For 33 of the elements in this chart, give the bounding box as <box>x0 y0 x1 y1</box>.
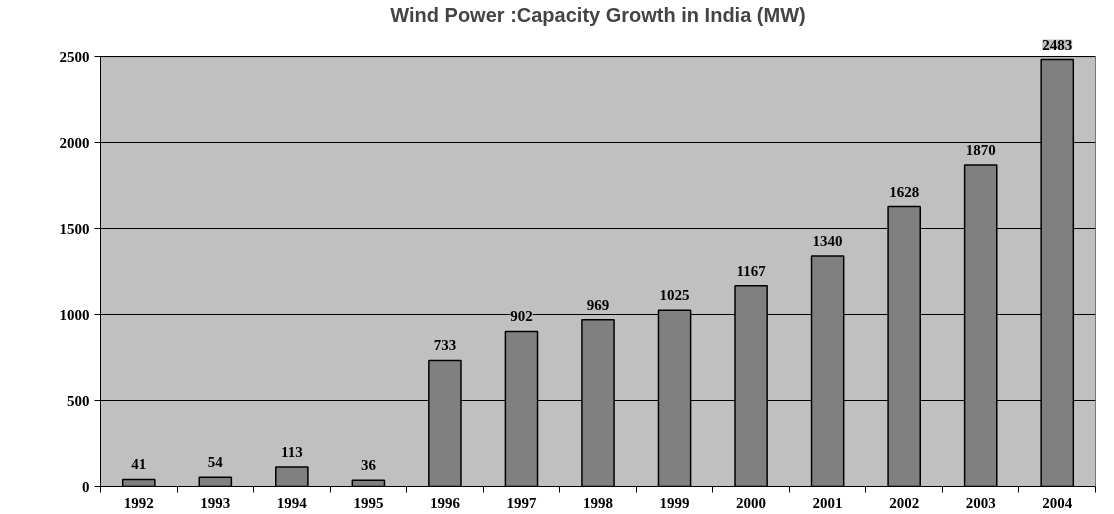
y-tick-label: 2000 <box>59 134 90 151</box>
y-tick-label: 500 <box>67 392 90 409</box>
data-label: 113 <box>281 444 303 461</box>
data-label: 41 <box>131 456 147 473</box>
x-tick-label: 2003 <box>965 494 996 511</box>
x-tick-label: 1994 <box>276 494 308 511</box>
x-tick-label: 1992 <box>123 494 154 511</box>
x-tick-label: 1993 <box>200 494 231 511</box>
data-label: 1628 <box>889 183 920 200</box>
x-tick-label: 2000 <box>736 494 767 511</box>
y-tick-label: 2500 <box>59 48 90 65</box>
x-tick-label: 1995 <box>353 494 384 511</box>
data-label: 1340 <box>812 233 843 250</box>
y-tick-label: 1500 <box>59 220 90 237</box>
x-tick-label: 1999 <box>659 494 690 511</box>
x-tick-label: 2002 <box>889 494 920 511</box>
y-tick-label: 0 <box>82 478 90 495</box>
data-label: 969 <box>586 296 610 313</box>
x-tick-label: 1998 <box>583 494 613 511</box>
y-tick-label: 1000 <box>59 306 90 323</box>
data-label: 2483 <box>1042 36 1073 53</box>
data-label: 733 <box>433 337 457 354</box>
x-tick-label: 2004 <box>1042 494 1073 511</box>
data-label: 1167 <box>736 262 767 279</box>
data-label: 902 <box>510 308 533 325</box>
data-label: 36 <box>360 457 377 474</box>
data-label: 1870 <box>965 141 996 158</box>
data-label: 54 <box>207 454 224 471</box>
x-tick-label: 2001 <box>812 494 843 511</box>
x-tick-label: 1997 <box>506 494 537 511</box>
x-tick-label: 1996 <box>429 494 461 511</box>
data-label: 1025 <box>659 287 690 304</box>
chart-title: Wind Power :Capacity Growth in India (MW) <box>390 3 806 26</box>
